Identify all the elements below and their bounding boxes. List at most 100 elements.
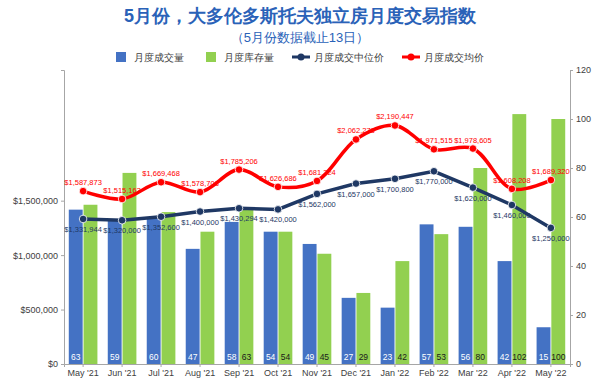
marker <box>508 201 516 209</box>
data-label: 63 <box>71 352 81 362</box>
data-label: $1,352,600 <box>142 223 180 232</box>
y-tick-label: $1,000,000 <box>13 250 58 260</box>
data-label: $1,400,000 <box>181 218 219 227</box>
data-label: 80 <box>476 352 486 362</box>
data-label: $1,700,800 <box>376 185 414 194</box>
line <box>83 171 551 228</box>
y-tick-label: $500,000 <box>20 305 58 315</box>
bar <box>225 222 239 364</box>
marker <box>196 188 204 196</box>
bar <box>459 227 473 364</box>
data-label: 63 <box>242 352 252 362</box>
x-tick-mark <box>511 364 512 367</box>
marker <box>235 204 243 212</box>
data-label: 15 <box>539 352 549 362</box>
data-label: $1,978,605 <box>454 136 492 145</box>
x-tick-mark <box>472 364 473 367</box>
x-tick-label: Jun '21 <box>108 368 137 378</box>
data-label: 47 <box>188 352 198 362</box>
y-axis-line <box>61 71 65 365</box>
bar <box>200 232 214 364</box>
bar <box>317 254 331 364</box>
data-label: 100 <box>551 352 565 362</box>
data-label: 45 <box>320 352 330 362</box>
marker <box>391 122 399 130</box>
marker <box>352 180 360 188</box>
data-label: $1,657,000 <box>337 190 375 199</box>
legend-item: 月度库存量 <box>206 52 274 63</box>
data-label: $1,331,944 <box>64 225 102 234</box>
data-label: $1,620,000 <box>454 194 492 203</box>
data-label: $2,190,447 <box>376 112 414 121</box>
bar <box>512 114 526 364</box>
line <box>83 125 551 199</box>
legend-label: 月度库存量 <box>224 52 274 63</box>
data-label: $1,515,163 <box>103 186 141 195</box>
data-label: $1,669,468 <box>142 169 180 178</box>
y-tick-label: $1,500,000 <box>13 196 58 206</box>
x-tick-mark <box>278 364 279 367</box>
bar <box>303 244 317 364</box>
x-tick-label: Jul '21 <box>148 368 174 378</box>
x-tick-label: Jan '22 <box>381 368 410 378</box>
bar <box>278 232 292 364</box>
marker <box>469 184 477 192</box>
bar <box>147 217 161 364</box>
x-tick-mark <box>161 364 162 367</box>
legend-swatch <box>116 52 126 62</box>
marker <box>274 183 282 191</box>
x-tick-mark <box>200 364 201 367</box>
bar <box>162 212 176 364</box>
bar <box>186 249 200 364</box>
x-tick-mark <box>239 364 240 367</box>
x-tick-label: Mar '22 <box>458 368 488 378</box>
data-label: $1,626,686 <box>259 174 297 183</box>
x-tick-mark <box>394 364 395 367</box>
legend-item: 月度成交量 <box>116 52 184 63</box>
data-labels: 6359604758544927235756421563544529425380… <box>64 112 569 362</box>
marker <box>274 206 282 214</box>
marker <box>352 136 360 144</box>
legend-item: 月度成交中位价 <box>292 52 384 63</box>
subtitle: （5月份数据截止13日） <box>231 30 370 45</box>
x-tick: Apr '22 <box>498 364 526 378</box>
marker <box>118 216 126 224</box>
y2-tick-label: 100 <box>576 114 591 124</box>
marker <box>313 190 321 198</box>
y-tick: $1,500,000 <box>13 196 64 206</box>
y2-tick-mark <box>570 266 573 267</box>
marker <box>391 175 399 183</box>
data-label: $1,250,000 <box>532 234 570 243</box>
y2-tick: 60 <box>570 212 586 222</box>
x-tick: Dec '21 <box>341 364 371 378</box>
y2-tick-label: 120 <box>576 65 591 75</box>
data-label: 102 <box>512 352 526 362</box>
x-tick-mark <box>550 364 551 367</box>
y-tick-mark <box>61 255 64 256</box>
marker <box>430 167 438 175</box>
data-label: 56 <box>461 352 471 362</box>
data-label: $1,785,206 <box>220 157 258 166</box>
marker <box>79 215 87 223</box>
y2-tick-label: 0 <box>576 359 581 369</box>
legend-swatch <box>298 54 305 61</box>
x-tick: Jun '21 <box>108 364 137 378</box>
x-tick: Jan '22 <box>381 364 410 378</box>
marker <box>157 178 165 186</box>
y2-tick-label: 20 <box>576 310 586 320</box>
marker <box>469 145 477 153</box>
bar <box>108 219 122 364</box>
data-label: $1,770,000 <box>415 177 453 186</box>
bar <box>395 261 409 364</box>
y2-tick: 0 <box>570 359 581 369</box>
chart: 5月份，大多伦多斯托夫独立房月度交易指数（5月份数据截止13日）May '21J… <box>0 0 600 392</box>
y2-tick: 40 <box>570 261 586 271</box>
title: 5月份，大多伦多斯托夫独立房月度交易指数 <box>124 6 477 26</box>
bar <box>356 293 370 364</box>
data-label: 54 <box>281 352 291 362</box>
x-tick-label: Nov '21 <box>302 368 332 378</box>
y2-tick-label: 60 <box>576 212 586 222</box>
y2-tick-mark <box>570 364 573 365</box>
marker <box>547 176 555 184</box>
bar <box>381 308 395 364</box>
